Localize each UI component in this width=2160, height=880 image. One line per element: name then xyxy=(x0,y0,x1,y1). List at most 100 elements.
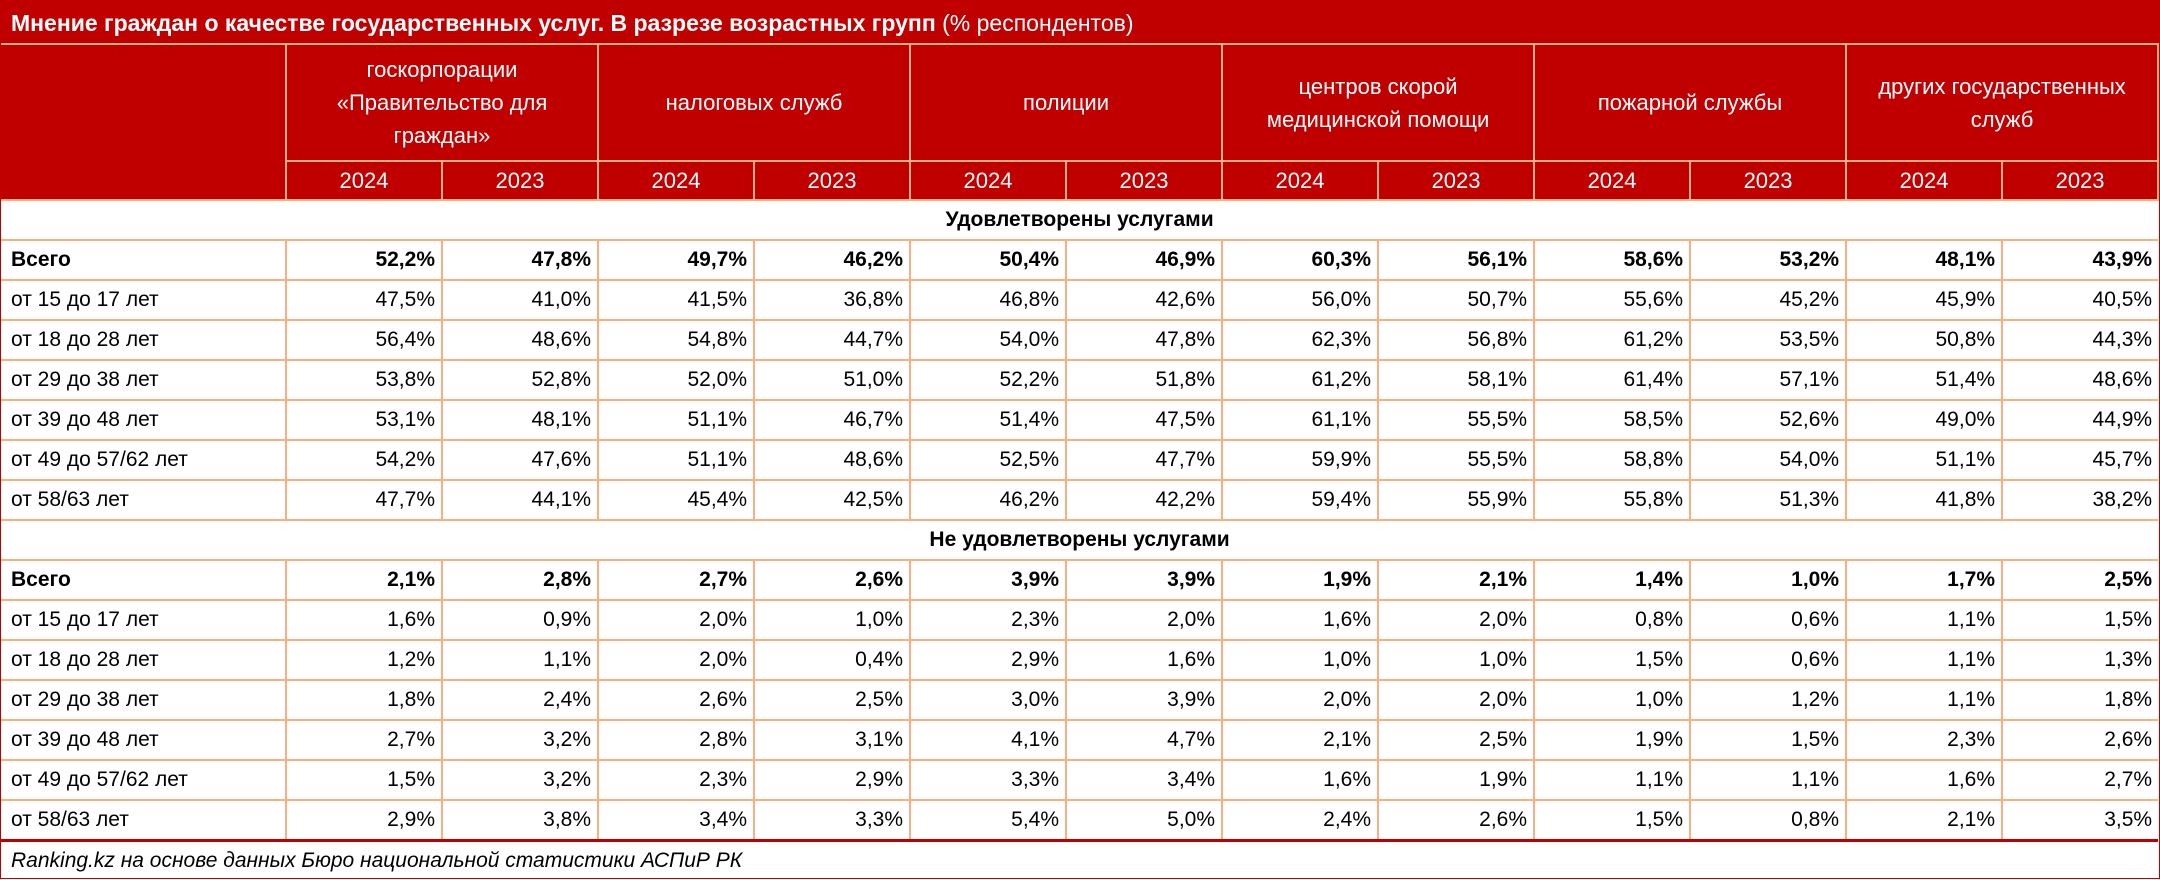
value-cell: 44,9% xyxy=(2001,399,2159,441)
value-cell: 57,1% xyxy=(1689,359,1848,401)
value-cell: 55,6% xyxy=(1533,279,1692,321)
value-cell: 1,1% xyxy=(440,639,600,681)
column-header: налоговых служб xyxy=(597,45,912,162)
table-row: от 39 до 48 лет 53,1% 48,1% 51,1% 46,7% 51,4%… xyxy=(1,399,2159,441)
year-header: 2024 xyxy=(597,160,756,201)
value-cell: 3,2% xyxy=(440,759,600,801)
value-cell: 42,6% xyxy=(1065,279,1224,321)
value-cell: 42,2% xyxy=(1065,479,1224,521)
value-cell: 2,8% xyxy=(440,559,600,601)
value-cell: 48,6% xyxy=(753,439,912,481)
value-cell: 48,1% xyxy=(440,399,600,441)
value-cell: 1,6% xyxy=(1065,639,1224,681)
value-cell: 47,5% xyxy=(285,279,443,321)
year-header: 2024 xyxy=(909,160,1068,201)
table-title: Мнение граждан о качестве государственны… xyxy=(1,1,2159,45)
year-header: 2024 xyxy=(1845,160,2004,201)
table-row: от 29 до 38 лет 53,8% 52,8% 52,0% 51,0% 52,2%… xyxy=(1,359,2159,401)
value-cell: 2,7% xyxy=(2001,759,2159,801)
row-label: от 58/63 лет xyxy=(1,479,287,521)
row-label: от 15 до 17 лет xyxy=(1,599,287,641)
value-cell: 55,8% xyxy=(1533,479,1692,521)
value-cell: 51,8% xyxy=(1065,359,1224,401)
value-cell: 1,5% xyxy=(285,759,443,801)
row-label: от 39 до 48 лет xyxy=(1,399,287,441)
value-cell: 1,5% xyxy=(1533,639,1692,681)
value-cell: 59,4% xyxy=(1221,479,1380,521)
value-cell: 2,0% xyxy=(1065,599,1224,641)
value-cell: 44,7% xyxy=(753,319,912,361)
year-header: 2024 xyxy=(1221,160,1380,201)
value-cell: 1,0% xyxy=(1689,559,1848,601)
row-label: от 39 до 48 лет xyxy=(1,719,287,761)
value-cell: 1,5% xyxy=(1689,719,1848,761)
column-header: госкорпорации «Правительство для граждан… xyxy=(284,45,600,162)
value-cell: 1,3% xyxy=(2001,639,2159,681)
column-header: полиции xyxy=(909,45,1224,162)
value-cell: 2,4% xyxy=(1221,799,1380,842)
row-label: от 29 до 38 лет xyxy=(1,679,287,721)
year-header: 2023 xyxy=(1689,160,1848,201)
value-cell: 58,8% xyxy=(1533,439,1692,481)
value-cell: 2,9% xyxy=(285,799,443,842)
value-cell: 1,1% xyxy=(1689,759,1848,801)
value-cell: 1,9% xyxy=(1377,759,1536,801)
value-cell: 51,4% xyxy=(909,399,1068,441)
row-label: от 18 до 28 лет xyxy=(1,639,287,681)
value-cell: 55,5% xyxy=(1377,399,1536,441)
year-header: 2023 xyxy=(1065,160,1224,201)
value-cell: 52,2% xyxy=(285,239,443,281)
value-cell: 1,6% xyxy=(285,599,443,641)
row-label: от 49 до 57/62 лет xyxy=(1,439,287,481)
value-cell: 45,4% xyxy=(597,479,756,521)
value-cell: 56,8% xyxy=(1377,319,1536,361)
value-cell: 38,2% xyxy=(2001,479,2159,521)
value-cell: 1,6% xyxy=(1221,599,1380,641)
table-row: Всего 2,1% 2,8% 2,7% 2,6% 3,9% 3,9% 1,9% 2,1% 1,4… xyxy=(1,559,2159,601)
title-main: Мнение граждан о качестве государственны… xyxy=(11,10,936,36)
year-header: 2023 xyxy=(2001,160,2160,201)
value-cell: 44,3% xyxy=(2001,319,2159,361)
value-cell: 56,0% xyxy=(1221,279,1380,321)
row-label: Всего xyxy=(1,239,287,281)
value-cell: 61,2% xyxy=(1533,319,1692,361)
value-cell: 42,5% xyxy=(753,479,912,521)
value-cell: 47,7% xyxy=(285,479,443,521)
section-row: Не удовлетворены услугами xyxy=(1,519,2159,561)
value-cell: 43,9% xyxy=(2001,239,2159,281)
value-cell: 2,0% xyxy=(1377,679,1536,721)
header-row: госкорпорации «Правительство для граждан… xyxy=(1,45,2160,201)
year-header: 2023 xyxy=(440,160,600,201)
value-cell: 1,4% xyxy=(1533,559,1692,601)
value-cell: 46,8% xyxy=(909,279,1068,321)
value-cell: 53,1% xyxy=(285,399,443,441)
row-label: от 18 до 28 лет xyxy=(1,319,287,361)
value-cell: 1,8% xyxy=(285,679,443,721)
value-cell: 47,8% xyxy=(1065,319,1224,361)
value-cell: 51,4% xyxy=(1845,359,2004,401)
value-cell: 1,9% xyxy=(1221,559,1380,601)
value-cell: 2,1% xyxy=(1845,799,2004,842)
value-cell: 3,5% xyxy=(2001,799,2159,842)
value-cell: 5,0% xyxy=(1065,799,1224,842)
value-cell: 3,8% xyxy=(440,799,600,842)
table-row: от 49 до 57/62 лет 1,5% 3,2% 2,3% 2,9% 3,3% 3,… xyxy=(1,759,2159,801)
value-cell: 61,2% xyxy=(1221,359,1380,401)
value-cell: 2,6% xyxy=(2001,719,2159,761)
value-cell: 54,2% xyxy=(285,439,443,481)
value-cell: 48,6% xyxy=(2001,359,2159,401)
value-cell: 59,9% xyxy=(1221,439,1380,481)
value-cell: 51,1% xyxy=(597,439,756,481)
title-unit: (% респондентов) xyxy=(942,10,1134,36)
value-cell: 1,1% xyxy=(1533,759,1692,801)
value-cell: 0,9% xyxy=(440,599,600,641)
section-title: Не удовлетворены услугами xyxy=(1,519,2159,561)
value-cell: 1,0% xyxy=(1377,639,1536,681)
value-cell: 2,5% xyxy=(2001,559,2159,601)
value-cell: 47,7% xyxy=(1065,439,1224,481)
value-cell: 1,2% xyxy=(285,639,443,681)
value-cell: 51,1% xyxy=(597,399,756,441)
value-cell: 1,1% xyxy=(1845,679,2004,721)
value-cell: 2,4% xyxy=(440,679,600,721)
value-cell: 55,9% xyxy=(1377,479,1536,521)
